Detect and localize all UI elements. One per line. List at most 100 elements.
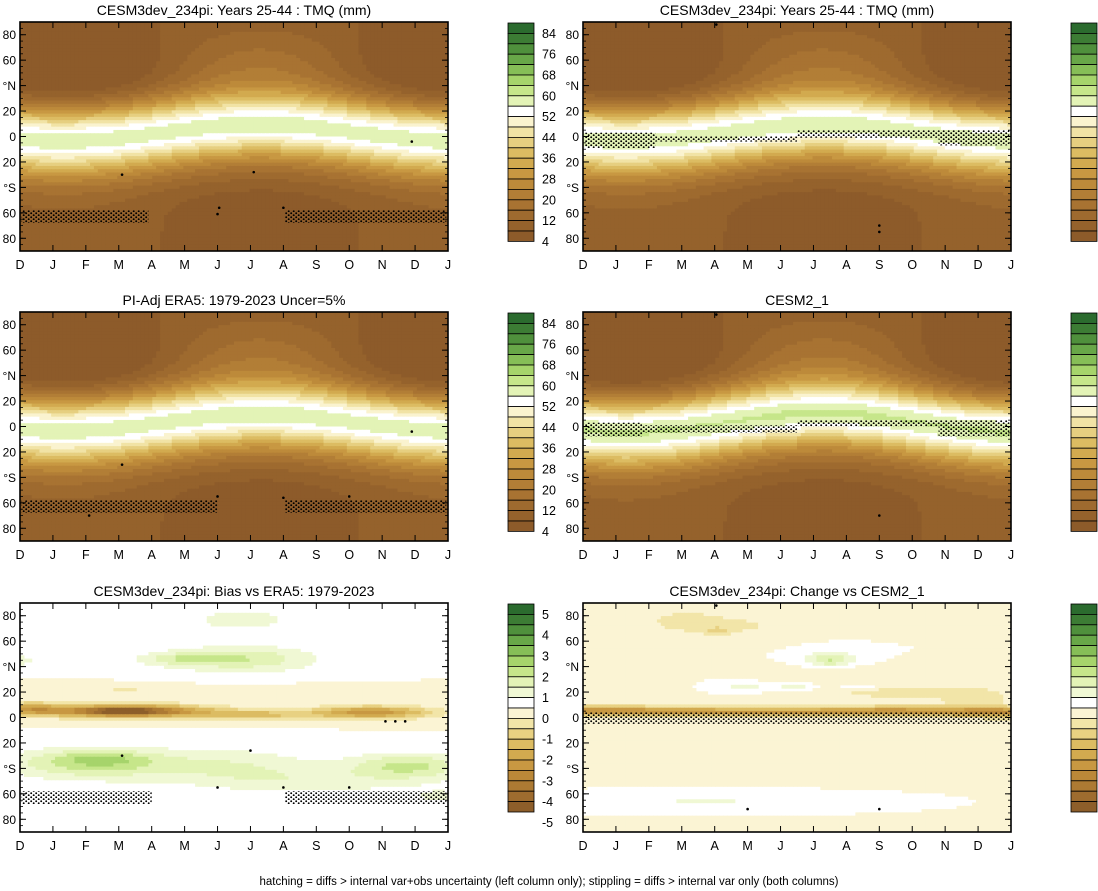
colorbar-swatch: [1070, 395, 1098, 408]
x-tick-label: M: [742, 258, 752, 272]
y-tick-label: 60: [3, 496, 17, 510]
x-tick-label: D: [578, 548, 587, 562]
y-tick-label: 60: [3, 787, 17, 801]
stipple-dot: [87, 514, 91, 517]
x-tick-label: D: [578, 839, 587, 853]
y-tick-label: °N: [566, 660, 579, 674]
y-tick-label: 80: [566, 28, 580, 42]
colorbar-label: 52: [542, 400, 556, 414]
colorbar-label: 20: [542, 193, 556, 207]
colorbar-swatch: [1070, 64, 1098, 76]
x-tick-label: N: [378, 839, 387, 853]
y-tick-label: 20: [566, 155, 580, 169]
colorbar-swatch: [1070, 209, 1098, 221]
stipple-band: [797, 130, 939, 138]
colorbar-swatch: [507, 199, 535, 211]
colorbar-swatch: [1070, 43, 1098, 55]
y-tick-label: 60: [566, 344, 580, 358]
colorbar-swatch: [507, 364, 535, 376]
colorbar-swatch: [1070, 458, 1098, 470]
y-tick-label: °S: [3, 471, 16, 485]
colorbar-swatch: [1070, 168, 1098, 180]
y-tick-label: 80: [3, 813, 17, 827]
colorbar-swatch: [507, 178, 535, 190]
x-tick-label: J: [613, 839, 619, 853]
y-tick-label: 20: [566, 395, 580, 409]
colorbar-label: 12: [542, 214, 556, 228]
colorbar-swatch: [507, 64, 535, 76]
panel-title: CESM2_1: [765, 292, 829, 308]
panel-3: D J F M A M J J A S O N D J 80 60 °N 20 0 20 °S 60 80 PI-Adj ER…: [3, 292, 556, 562]
x-tick-label: A: [842, 258, 851, 272]
colorbar-swatch: [1070, 614, 1098, 626]
stipple-dot: [216, 786, 219, 789]
colorbar-swatch: [507, 95, 535, 107]
stipple-dot: [878, 514, 881, 517]
x-tick-label: D: [411, 548, 420, 562]
panel-5: D J F M A M J J A S O N D J8060°N20020°S6080CESM3dev_…: [3, 583, 554, 853]
colorbar-swatch: [1070, 199, 1098, 211]
x-tick-label: M: [677, 839, 687, 853]
colorbar-swatch: [1070, 603, 1098, 615]
x-tick-label: J: [445, 258, 451, 272]
colorbar-swatch: [507, 738, 535, 751]
x-tick-label: N: [378, 258, 387, 272]
colorbar-label: 4: [542, 235, 549, 249]
colorbar-swatch: [1070, 478, 1098, 491]
stipple-dot: [120, 754, 124, 757]
x-tick-label: J: [1008, 548, 1014, 562]
colorbar-label: 5: [542, 608, 549, 622]
panel-title: CESM3dev_234pi: Years 25-44 : TMQ (mm): [97, 2, 371, 18]
colorbar-label: 2: [542, 670, 549, 684]
colorbar-swatch: [1070, 697, 1098, 709]
colorbar-swatch: [507, 499, 535, 512]
colorbar-swatch: [1070, 374, 1098, 387]
colorbar-label: -5: [542, 816, 553, 830]
y-tick-label: 80: [3, 609, 17, 623]
colorbar-swatch: [507, 322, 535, 335]
colorbar-swatch: [1070, 188, 1098, 201]
stipple-band: [285, 500, 447, 514]
colorbar-swatch: [1070, 655, 1098, 667]
y-tick-label: 60: [566, 496, 580, 510]
y-tick-label: 20: [3, 445, 17, 459]
colorbar-swatch: [507, 520, 535, 532]
y-tick-label: 0: [572, 420, 579, 434]
colorbar-swatch: [507, 43, 535, 55]
stipple-band: [655, 136, 797, 142]
x-tick-label: D: [974, 548, 983, 562]
panel-2: D J F M A M J J A S O N D J 80 60 °N 20 0 20 °S 60 80 CESM3dev_…: [566, 2, 1098, 272]
colorbar-swatch: [507, 53, 535, 66]
stipple-dot: [878, 807, 881, 811]
y-tick-label: °N: [3, 369, 16, 383]
x-tick-label: O: [907, 548, 917, 562]
colorbar-swatch: [507, 718, 535, 730]
x-tick-label: O: [344, 548, 354, 562]
stipple-dot: [384, 720, 387, 723]
colorbar-swatch: [507, 801, 535, 813]
x-tick-label: S: [312, 839, 320, 853]
colorbar-swatch: [507, 780, 535, 792]
x-tick-label: F: [645, 258, 653, 272]
colorbar-swatch: [1070, 728, 1098, 740]
stipple-dot: [878, 230, 881, 234]
colorbar-swatch: [1070, 364, 1098, 376]
x-tick-label: J: [247, 839, 253, 853]
stipple-band: [21, 791, 152, 805]
colorbar-swatch: [507, 354, 535, 366]
x-tick-label: D: [411, 839, 420, 853]
x-tick-label: N: [941, 258, 950, 272]
x-tick-label: J: [1008, 839, 1014, 853]
colorbar-swatch: [507, 220, 535, 232]
x-tick-label: N: [378, 548, 387, 562]
stipple-band: [642, 425, 797, 433]
colorbar-swatch: [507, 188, 535, 201]
colorbar-swatch: [1070, 624, 1098, 636]
x-tick-label: J: [214, 258, 220, 272]
x-tick-label: N: [941, 548, 950, 562]
colorbar-swatch: [1070, 95, 1098, 107]
stipple-dot: [403, 720, 407, 723]
x-tick-label: J: [247, 548, 253, 562]
